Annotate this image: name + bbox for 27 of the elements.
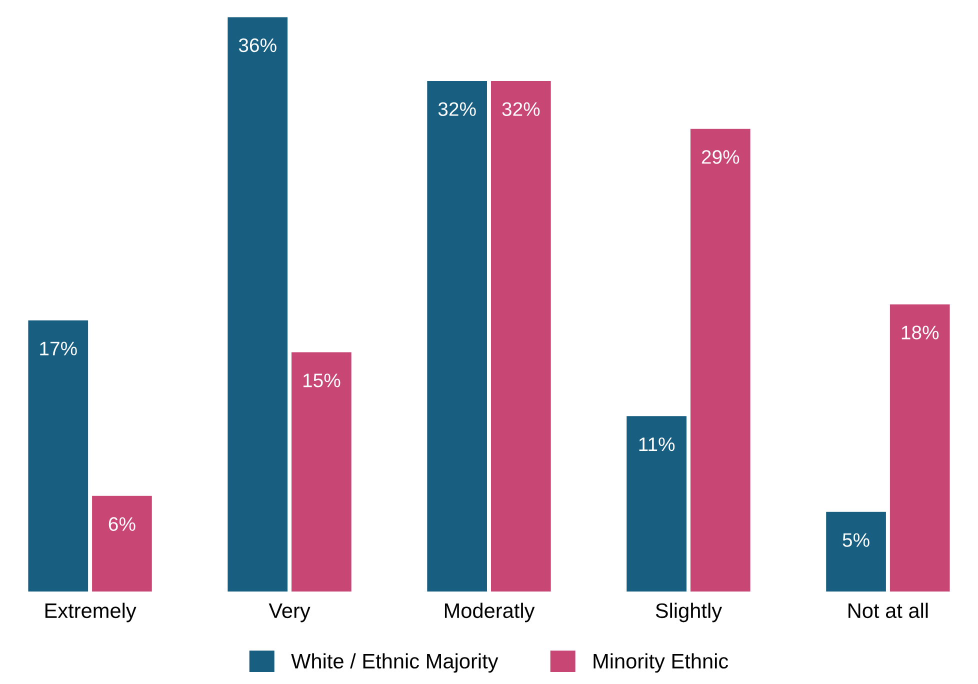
data-label: 17% [40,342,77,356]
bar [292,352,352,592]
data-label: 36% [238,38,276,52]
data-label: 18% [902,326,939,340]
legend-label: Minority Ethnic [594,653,728,673]
bar [28,320,88,592]
bar [826,512,886,592]
x-tick-label: Very [268,604,310,622]
data-label: 32% [502,102,540,116]
data-label: 32% [438,102,476,116]
bar [626,416,686,592]
bar [490,80,551,592]
x-tick-label: Extremely [45,602,136,622]
data-label: 15% [303,374,340,388]
x-tick-label: Moderatly [444,602,535,622]
bar [690,128,750,592]
data-label: 11% [639,437,675,452]
x-tick-label: Not at all [848,602,928,618]
bar [228,17,288,592]
bar [890,304,950,592]
legend-label: White / Ethnic Majority [291,653,498,673]
bar [427,80,488,592]
data-label: 29% [702,150,740,164]
data-label: 6% [108,517,136,531]
bar [92,496,152,592]
data-label: 5% [842,533,870,547]
x-tick-label: Slightly [656,602,722,622]
